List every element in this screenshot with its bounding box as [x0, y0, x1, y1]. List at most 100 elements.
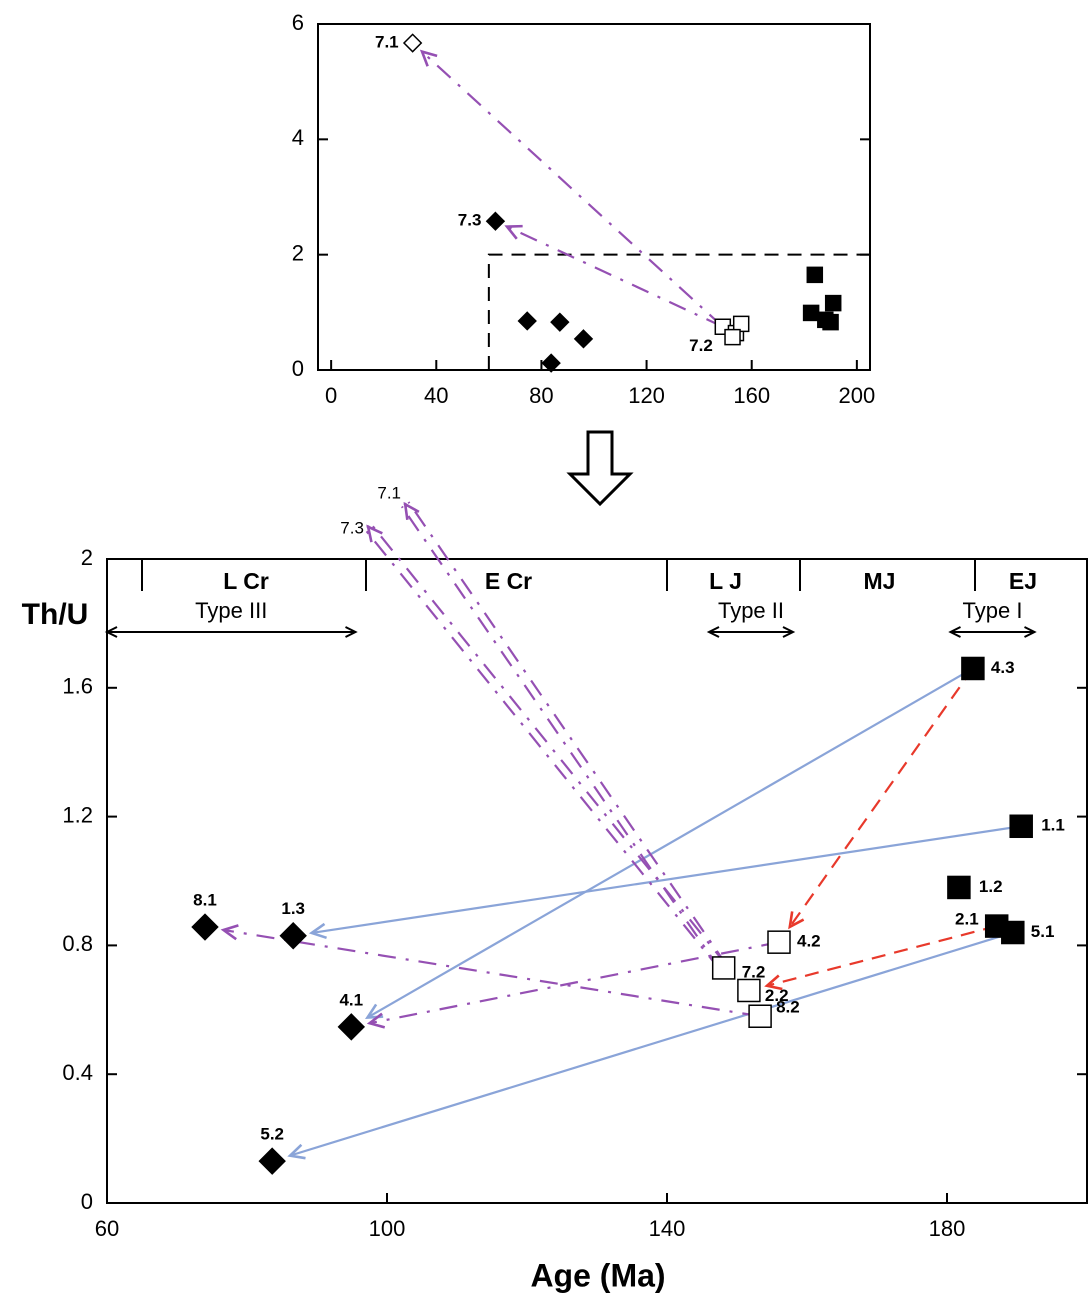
connector-arrow	[364, 528, 722, 972]
square-point	[1009, 814, 1033, 839]
period-label: L Cr	[223, 568, 269, 594]
x-tick-label: 180	[929, 1216, 966, 1241]
square-point	[1001, 920, 1025, 945]
down-arrow	[566, 430, 634, 507]
x-tick-label: 40	[424, 383, 448, 408]
connector-arrow	[766, 925, 997, 987]
diamond-point	[279, 922, 307, 950]
y-tick-label: 0.4	[62, 1060, 93, 1085]
connector-arrow-head	[287, 1143, 306, 1160]
y-tick-label: 1.6	[62, 674, 93, 699]
diamond-point	[550, 312, 570, 332]
connector-arrow-head	[403, 501, 420, 520]
square-point	[822, 313, 839, 331]
point-label: 2.2	[765, 986, 789, 1005]
point-label: 7.3	[340, 518, 364, 537]
point-label: 5.1	[1031, 922, 1055, 941]
x-tick-label: 100	[369, 1216, 406, 1241]
plot-frame	[317, 23, 871, 371]
diamond-point	[402, 33, 423, 53]
square-point	[947, 875, 971, 900]
point-label: 7.1	[377, 484, 401, 503]
connector-arrow	[407, 501, 728, 967]
square-point	[748, 1004, 772, 1028]
type-label: Type II	[718, 598, 784, 623]
connector-arrow	[788, 667, 974, 928]
square-point	[724, 328, 741, 346]
connector-arrow	[311, 825, 1022, 935]
connector-arrow	[223, 928, 761, 1018]
connector-arrow-head	[788, 911, 805, 930]
connector-arrow-head	[308, 922, 327, 940]
diamond-point	[517, 311, 537, 331]
type-label: Type III	[195, 598, 267, 623]
connector-arrow-head	[366, 1012, 386, 1029]
y-tick-label: 1.2	[62, 802, 93, 827]
type-range-heads	[706, 626, 796, 638]
region-box	[487, 253, 870, 370]
point-label: 8.1	[193, 891, 217, 910]
point-label: 4.2	[797, 932, 821, 951]
square-point	[711, 956, 736, 980]
type-range-heads	[948, 626, 1037, 638]
x-tick-label: 160	[733, 383, 770, 408]
connector-arrow	[289, 931, 1014, 1157]
point-label: 1.3	[281, 899, 305, 918]
point-label: 4.1	[339, 990, 363, 1009]
connector-arrow	[400, 505, 722, 971]
square-point	[802, 304, 820, 322]
type-range-heads	[104, 626, 358, 638]
period-label: MJ	[864, 568, 896, 594]
y-tick-label: 2	[81, 545, 93, 570]
x-tick-label: 60	[95, 1216, 119, 1241]
point-label: 7.3	[458, 211, 482, 230]
y-tick-label: 4	[292, 125, 304, 150]
point-label: 7.2	[689, 336, 713, 355]
offscale-point	[366, 525, 370, 529]
diamond-point	[337, 1013, 366, 1041]
square-point	[767, 930, 791, 954]
square-point	[737, 978, 761, 1003]
point-label: 8.2	[776, 998, 800, 1017]
x-tick-label: 120	[628, 383, 665, 408]
diamond-point	[258, 1147, 286, 1175]
connector-arrow	[421, 50, 724, 328]
point-label: 7.2	[742, 962, 766, 981]
square-point	[806, 266, 824, 284]
point-label: 2.1	[955, 910, 979, 929]
square-point	[732, 315, 750, 333]
point-label: 5.2	[260, 1125, 284, 1144]
y-tick-label: 0.8	[62, 931, 93, 956]
y-axis-label: Th/U	[22, 598, 89, 631]
connector-arrow-head	[504, 224, 523, 240]
diamond-point	[573, 329, 594, 349]
diamond-point	[541, 353, 561, 373]
x-axis-label: Age (Ma)	[530, 1257, 665, 1293]
point-label: 1.1	[1041, 816, 1065, 835]
y-tick-label: 6	[292, 10, 304, 35]
y-tick-label: 0	[81, 1189, 93, 1214]
connector-arrow-head	[220, 924, 239, 941]
point-label: 1.2	[979, 877, 1003, 896]
connector-arrow-head	[366, 524, 383, 543]
y-tick-label: 0	[292, 356, 304, 381]
connector-arrow-head	[764, 974, 783, 991]
x-tick-label: 80	[529, 383, 553, 408]
diamond-point	[485, 211, 506, 231]
connector-arrow	[366, 667, 974, 1019]
x-tick-label: 0	[325, 383, 337, 408]
x-tick-label: 140	[649, 1216, 686, 1241]
connector-arrow	[506, 225, 724, 328]
y-tick-label: 2	[292, 240, 304, 265]
connector-arrow-head	[419, 49, 438, 67]
type-label: Type I	[963, 598, 1023, 623]
point-label: 7.1	[375, 33, 399, 52]
offscale-point	[403, 502, 407, 506]
point-label: 4.3	[991, 658, 1015, 677]
connector-arrow	[370, 523, 728, 967]
period-label: E Cr	[485, 568, 532, 594]
x-tick-label: 200	[838, 383, 875, 408]
diamond-point	[191, 913, 219, 941]
square-point	[824, 294, 842, 312]
